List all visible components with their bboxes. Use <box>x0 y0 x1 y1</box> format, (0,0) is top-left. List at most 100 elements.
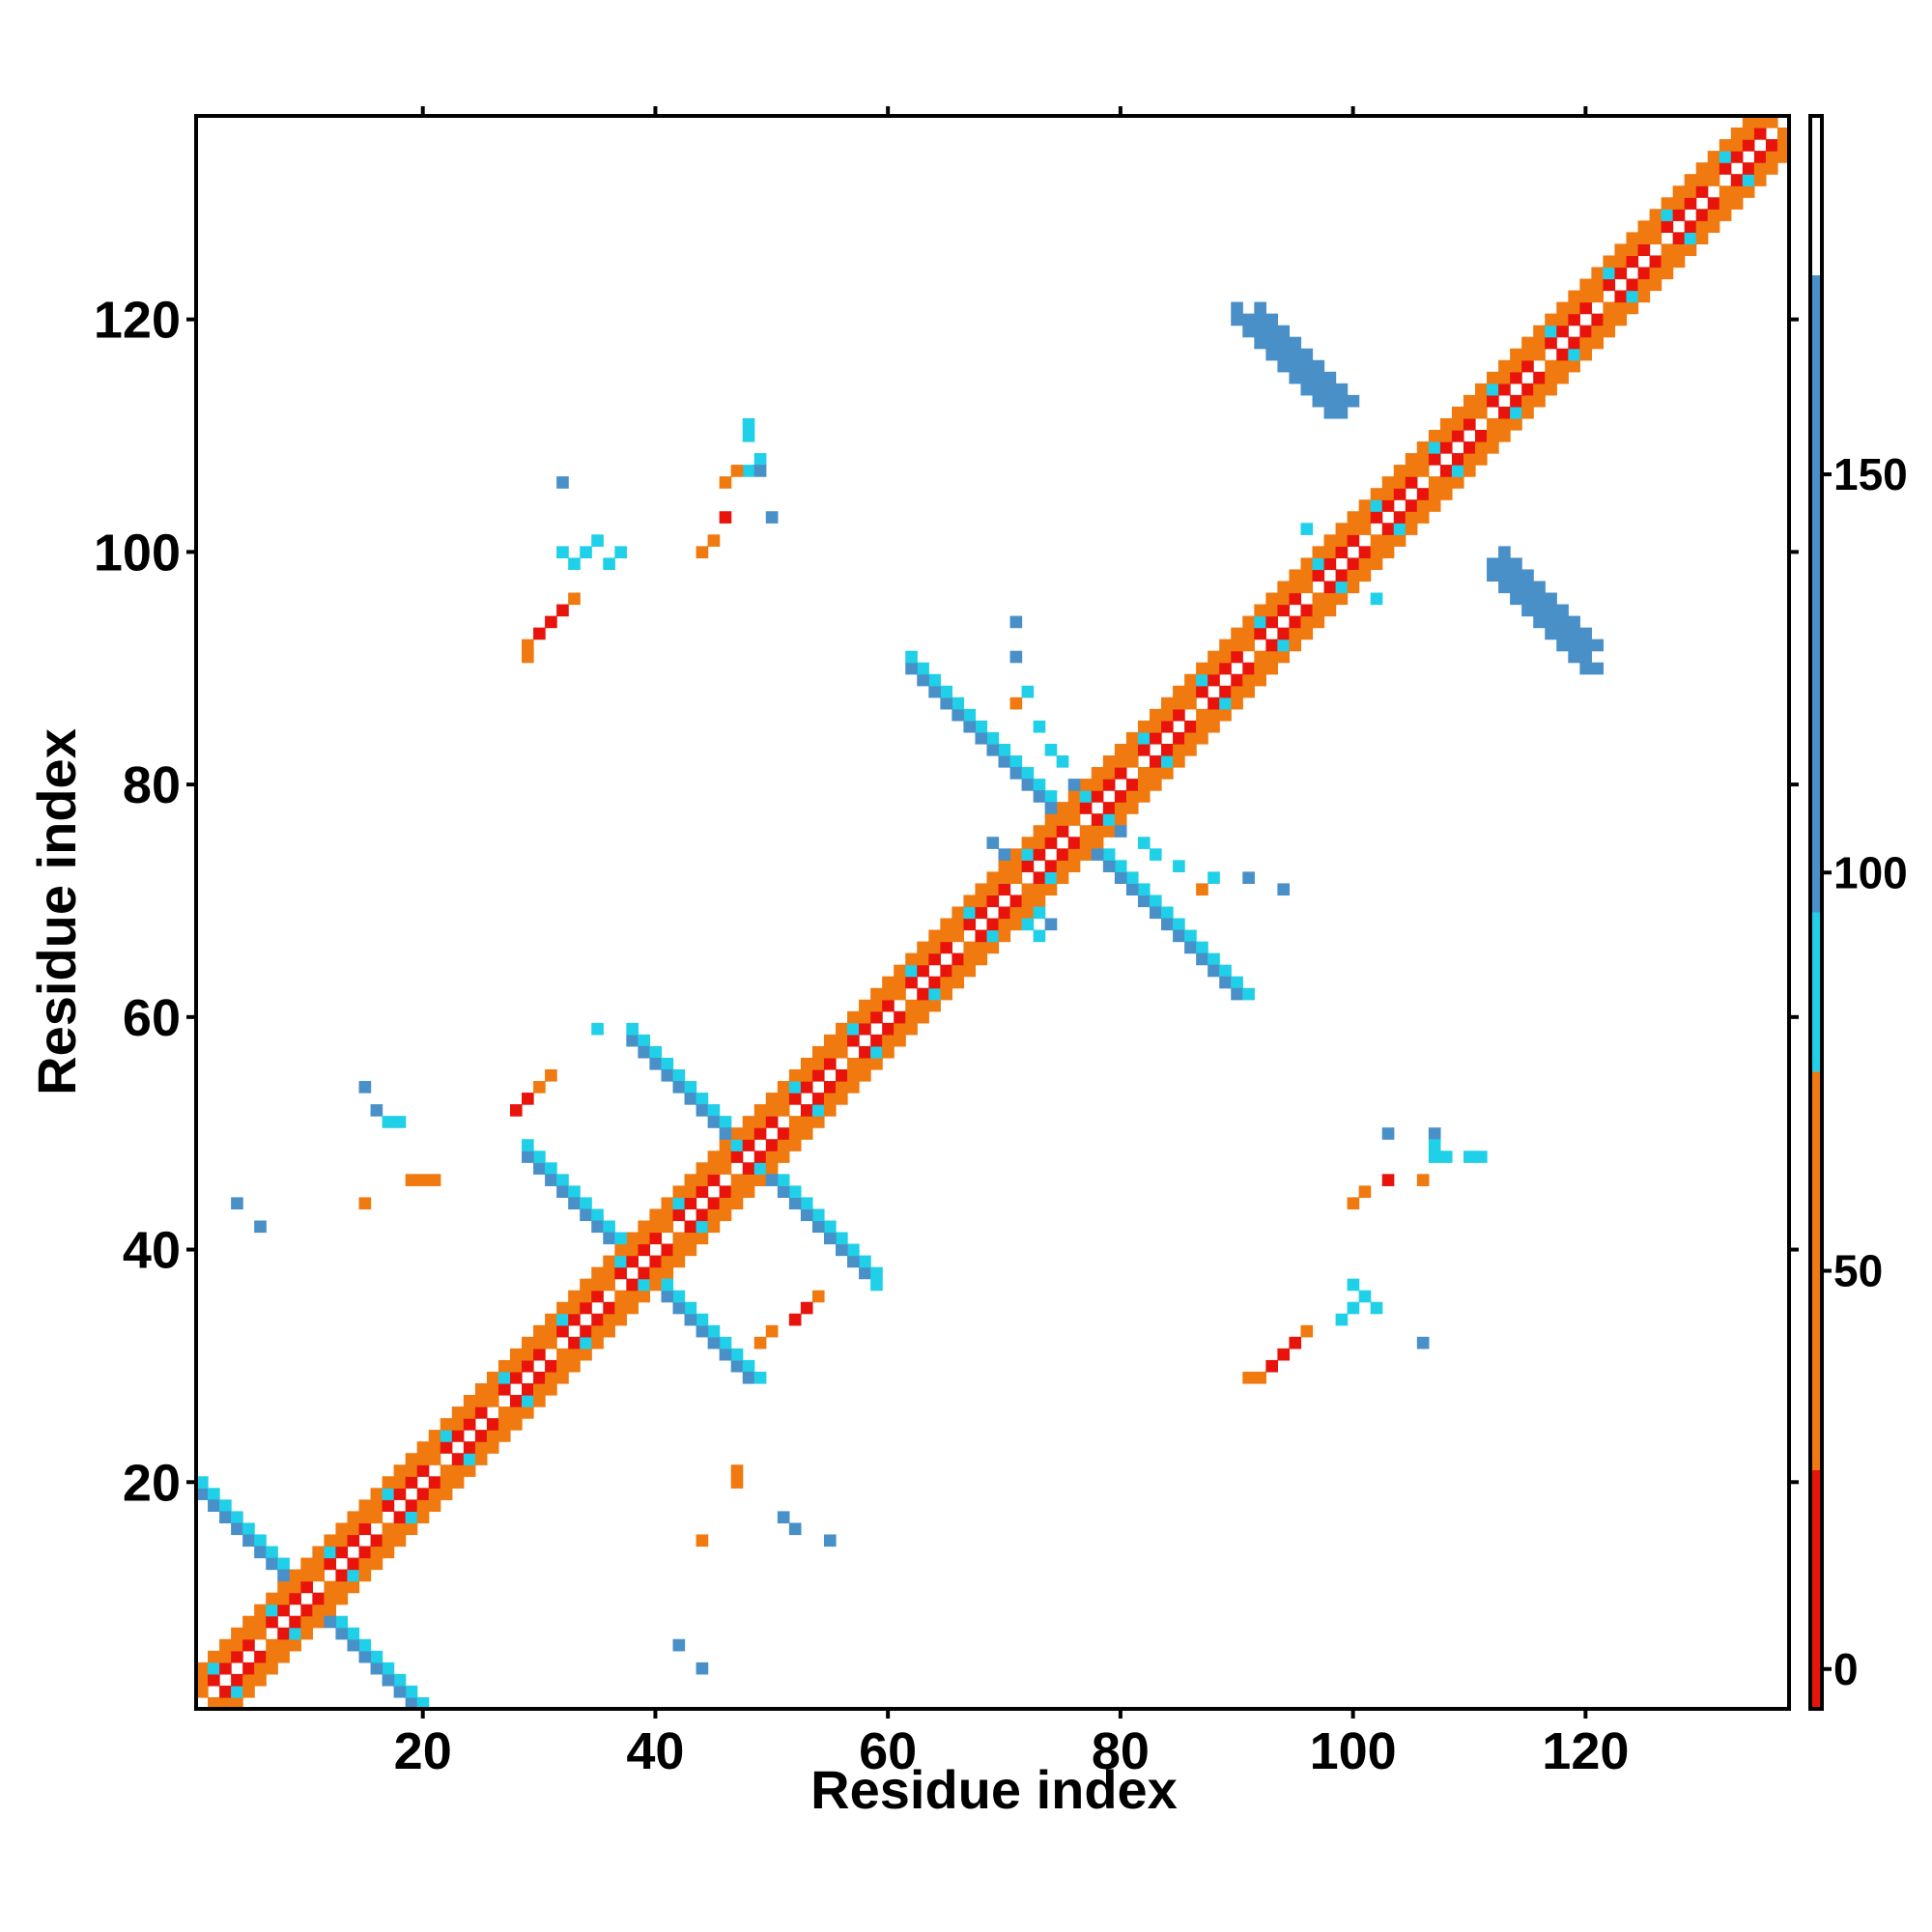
heatmap-cell <box>1487 569 1499 582</box>
y-tick-label: 80 <box>123 756 181 814</box>
heatmap-cell <box>661 1266 674 1280</box>
heatmap-cell <box>486 1371 499 1384</box>
heatmap-cell <box>1208 662 1220 675</box>
heatmap-cell <box>1428 476 1441 489</box>
heatmap-cell <box>1556 639 1569 652</box>
heatmap-cell <box>661 1290 674 1303</box>
heatmap-cell <box>753 1336 767 1350</box>
heatmap-cell <box>905 999 918 1012</box>
heatmap-cell <box>277 1650 290 1663</box>
heatmap-cell <box>777 1139 790 1151</box>
heatmap-cell <box>1684 243 1697 257</box>
heatmap-cell <box>998 883 1011 896</box>
heatmap-cell <box>1231 301 1243 315</box>
heatmap-cell <box>568 1290 581 1303</box>
heatmap-cell <box>266 1627 278 1640</box>
heatmap-cell <box>614 1290 627 1303</box>
heatmap-cell <box>1242 871 1255 885</box>
heatmap-cell <box>1451 465 1464 477</box>
heatmap-cell <box>649 1232 663 1245</box>
colorbar-band <box>1810 116 1822 275</box>
heatmap-cell <box>242 1650 255 1663</box>
heatmap-cell <box>509 1371 523 1384</box>
heatmap-cell <box>219 1511 232 1524</box>
heatmap-cell <box>300 1557 313 1571</box>
heatmap-cell <box>428 1174 441 1186</box>
heatmap-cell <box>1277 1348 1291 1361</box>
heatmap-cell <box>545 615 557 629</box>
heatmap-cell <box>324 1546 337 1559</box>
heatmap-cell <box>1533 348 1546 361</box>
heatmap-cell <box>208 1662 220 1675</box>
heatmap-cell <box>1521 569 1534 582</box>
heatmap-cell <box>1637 278 1651 292</box>
heatmap-cell <box>1428 453 1441 466</box>
x-tick-label: 40 <box>626 1722 684 1780</box>
heatmap-cell <box>1405 476 1418 489</box>
heatmap-cell <box>684 1220 697 1234</box>
heatmap-cell <box>1510 383 1522 396</box>
heatmap-cell <box>1254 673 1266 687</box>
heatmap-cell <box>1428 441 1441 454</box>
heatmap-cell <box>277 1627 290 1640</box>
heatmap-cell <box>1289 569 1302 582</box>
heatmap-cell <box>1312 604 1325 617</box>
heatmap-cell <box>358 1569 372 1582</box>
heatmap-cell <box>1265 313 1278 327</box>
heatmap-cell <box>696 1185 709 1198</box>
heatmap-cell <box>1312 546 1325 558</box>
colorbar-frame <box>1808 114 1824 1711</box>
heatmap-cell <box>1335 546 1349 558</box>
heatmap-cell <box>975 906 988 920</box>
heatmap-cell <box>277 1580 290 1594</box>
heatmap-cell <box>219 1499 232 1512</box>
heatmap-cell <box>1277 581 1291 594</box>
heatmap-cell <box>1416 488 1430 500</box>
heatmap-cell <box>684 1081 697 1094</box>
heatmap-cell <box>254 1546 267 1559</box>
heatmap-cell <box>509 1359 523 1373</box>
heatmap-cell <box>649 1266 663 1280</box>
heatmap-cell <box>1067 813 1081 826</box>
heatmap-cell <box>1219 685 1232 698</box>
heatmap-cell <box>1487 406 1499 419</box>
heatmap-cell <box>1498 569 1511 582</box>
heatmap-cell <box>800 1081 813 1094</box>
heatmap-cell <box>1556 325 1569 338</box>
heatmap-cell <box>765 1104 779 1117</box>
heatmap-cell <box>800 1057 813 1070</box>
heatmap-cell <box>1510 557 1522 571</box>
heatmap-cell <box>1196 708 1208 722</box>
heatmap-cell <box>800 1104 813 1117</box>
heatmap-cell <box>847 1034 860 1047</box>
y-tick-label: 20 <box>123 1454 181 1512</box>
heatmap-cell <box>1626 290 1639 303</box>
heatmap-cell <box>614 1266 627 1280</box>
heatmap-cell <box>451 1430 465 1442</box>
heatmap-cell <box>870 1034 883 1047</box>
heatmap-cell <box>545 1336 557 1350</box>
heatmap-cell <box>1021 767 1035 780</box>
heatmap-cell <box>847 1243 860 1257</box>
heatmap-cell <box>1370 534 1383 547</box>
heatmap-cell <box>719 1185 732 1198</box>
heatmap-cell <box>1381 546 1395 558</box>
heatmap-cell <box>509 1406 523 1419</box>
heatmap-cell <box>1730 174 1744 186</box>
heatmap-cell <box>1265 1359 1278 1373</box>
heatmap-cell <box>1591 278 1605 292</box>
heatmap-cell <box>1231 650 1243 664</box>
heatmap-cell <box>672 1220 686 1234</box>
heatmap-cell <box>1776 151 1790 163</box>
y-axis-label: Residue index <box>26 728 87 1095</box>
heatmap-cell <box>1289 592 1302 606</box>
heatmap-cell <box>289 1604 301 1617</box>
heatmap-cell <box>591 1313 604 1326</box>
heatmap-cell <box>719 1336 732 1350</box>
heatmap-cell <box>696 546 709 558</box>
heatmap-cell <box>591 534 604 547</box>
heatmap-cell <box>1545 348 1557 361</box>
heatmap-cell <box>1044 743 1058 756</box>
heatmap-cell <box>1579 348 1592 361</box>
heatmap-cell <box>707 1174 721 1186</box>
